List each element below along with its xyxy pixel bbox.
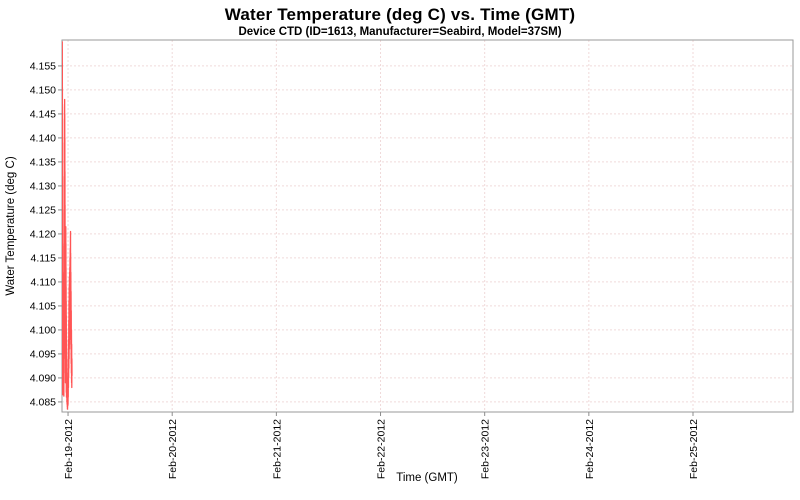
svg-text:4.135: 4.135 [30,156,56,168]
temperature-series [62,41,73,410]
svg-text:4.125: 4.125 [30,204,56,216]
chart-subtitle: Device CTD (ID=1613, Manufacturer=Seabir… [238,26,562,38]
y-axis-title: Water Temperature (deg C) [5,156,17,296]
svg-text:Feb-19-2012: Feb-19-2012 [63,419,75,479]
svg-text:4.110: 4.110 [31,276,57,288]
svg-text:Feb-22-2012: Feb-22-2012 [376,419,388,479]
tick-marks [58,65,694,416]
svg-text:4.090: 4.090 [30,372,56,384]
svg-text:4.155: 4.155 [30,60,56,72]
svg-text:Feb-24-2012: Feb-24-2012 [584,419,596,479]
svg-text:Feb-23-2012: Feb-23-2012 [480,419,492,479]
svg-text:4.150: 4.150 [30,84,56,96]
tick-labels: 4.085 4.090 4.095 4.100 4.105 4.110 4.115 4.120… [30,60,700,479]
svg-text:Feb-20-2012: Feb-20-2012 [167,419,179,479]
svg-text:4.115: 4.115 [31,252,57,264]
svg-text:Feb-21-2012: Feb-21-2012 [271,419,283,479]
svg-text:4.140: 4.140 [30,132,56,144]
svg-text:Feb-25-2012: Feb-25-2012 [688,419,700,479]
plot-border [61,39,794,413]
series-line [62,41,73,410]
svg-text:4.085: 4.085 [30,396,56,408]
svg-text:4.105: 4.105 [30,300,56,312]
svg-text:4.100: 4.100 [30,324,56,336]
chart-title: Water Temperature (deg C) vs. Time (GMT) [224,5,576,24]
svg-text:4.095: 4.095 [30,348,56,360]
chart-layers: 4.085 4.090 4.095 4.100 4.105 4.110 4.115 4.120… [30,39,794,479]
svg-text:4.130: 4.130 [30,180,56,192]
grid-lines [62,40,793,412]
x-axis-title: Time (GMT) [396,472,458,484]
svg-text:4.145: 4.145 [30,108,56,120]
svg-text:4.120: 4.120 [30,228,56,240]
